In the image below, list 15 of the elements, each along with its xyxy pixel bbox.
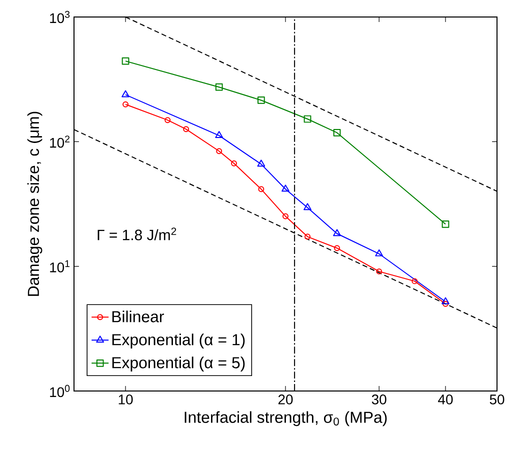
x-tick-label: 50 xyxy=(490,394,504,404)
y-tick-label: 10$^{3}$ xyxy=(50,10,70,24)
y-tick-label: 10$^{0}$ xyxy=(50,384,70,398)
x-tick-label: 10 xyxy=(118,394,133,404)
legend-label: Bilinear xyxy=(112,310,164,322)
x-tick-label: 30 xyxy=(372,394,386,404)
annotation: Γ = 1.8 J/m$^{2}$ xyxy=(98,228,176,240)
y-tick-label: 10$^{2}$ xyxy=(50,136,70,148)
x-tick-label: 40 xyxy=(438,394,453,404)
x-axis-title: Interfacial strength, σ$_{0}$ (MPa) xyxy=(184,411,387,426)
y-tick-label: 10$^{1}$ xyxy=(50,260,70,272)
x-tick-label: 20 xyxy=(278,394,293,404)
legend-label: Exponential (α = 1) xyxy=(112,334,245,348)
legend-label: Exponential (α = 5) xyxy=(112,356,245,372)
y-axis-title: Damage zone size, c (μm) xyxy=(27,112,42,296)
